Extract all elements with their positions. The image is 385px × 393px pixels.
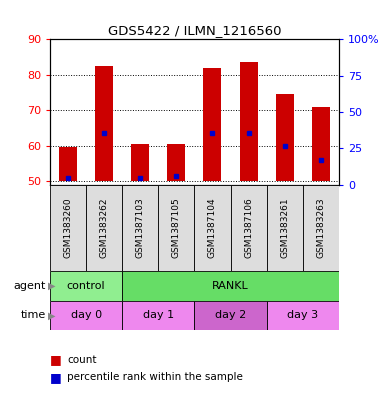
Bar <box>266 301 339 330</box>
Text: agent: agent <box>14 281 46 291</box>
Text: day 3: day 3 <box>287 310 318 320</box>
Text: GSM1383261: GSM1383261 <box>280 198 289 258</box>
Text: GSM1383263: GSM1383263 <box>316 198 325 258</box>
Text: time: time <box>21 310 46 320</box>
Title: GDS5422 / ILMN_1216560: GDS5422 / ILMN_1216560 <box>108 24 281 37</box>
Bar <box>50 271 122 301</box>
Text: RANKL: RANKL <box>212 281 249 291</box>
Bar <box>312 107 330 181</box>
Text: ▶: ▶ <box>48 310 55 320</box>
Text: percentile rank within the sample: percentile rank within the sample <box>67 372 243 382</box>
Text: day 1: day 1 <box>143 310 174 320</box>
Bar <box>167 144 186 181</box>
Text: control: control <box>67 281 105 291</box>
Bar <box>276 94 294 181</box>
Text: GSM1387104: GSM1387104 <box>208 198 217 258</box>
Bar <box>231 185 266 271</box>
Bar <box>266 185 303 271</box>
Bar <box>59 147 77 181</box>
Text: GSM1387105: GSM1387105 <box>172 198 181 259</box>
Bar <box>158 185 194 271</box>
Text: day 0: day 0 <box>70 310 102 320</box>
Bar <box>122 301 194 330</box>
Bar <box>50 301 122 330</box>
Text: count: count <box>67 354 97 365</box>
Bar <box>122 271 339 301</box>
Text: GSM1387106: GSM1387106 <box>244 198 253 259</box>
Bar <box>86 185 122 271</box>
Text: GSM1383262: GSM1383262 <box>100 198 109 258</box>
Text: GSM1387103: GSM1387103 <box>136 198 145 259</box>
Bar <box>239 62 258 181</box>
Bar <box>203 68 221 181</box>
Text: GSM1383260: GSM1383260 <box>64 198 73 258</box>
Text: ■: ■ <box>50 371 62 384</box>
Bar <box>95 66 113 181</box>
Bar <box>131 144 149 181</box>
Bar <box>194 185 231 271</box>
Bar <box>50 185 86 271</box>
Bar <box>194 301 266 330</box>
Bar <box>122 185 158 271</box>
Text: ■: ■ <box>50 353 62 366</box>
Bar <box>303 185 339 271</box>
Text: day 2: day 2 <box>215 310 246 320</box>
Text: ▶: ▶ <box>48 281 55 291</box>
